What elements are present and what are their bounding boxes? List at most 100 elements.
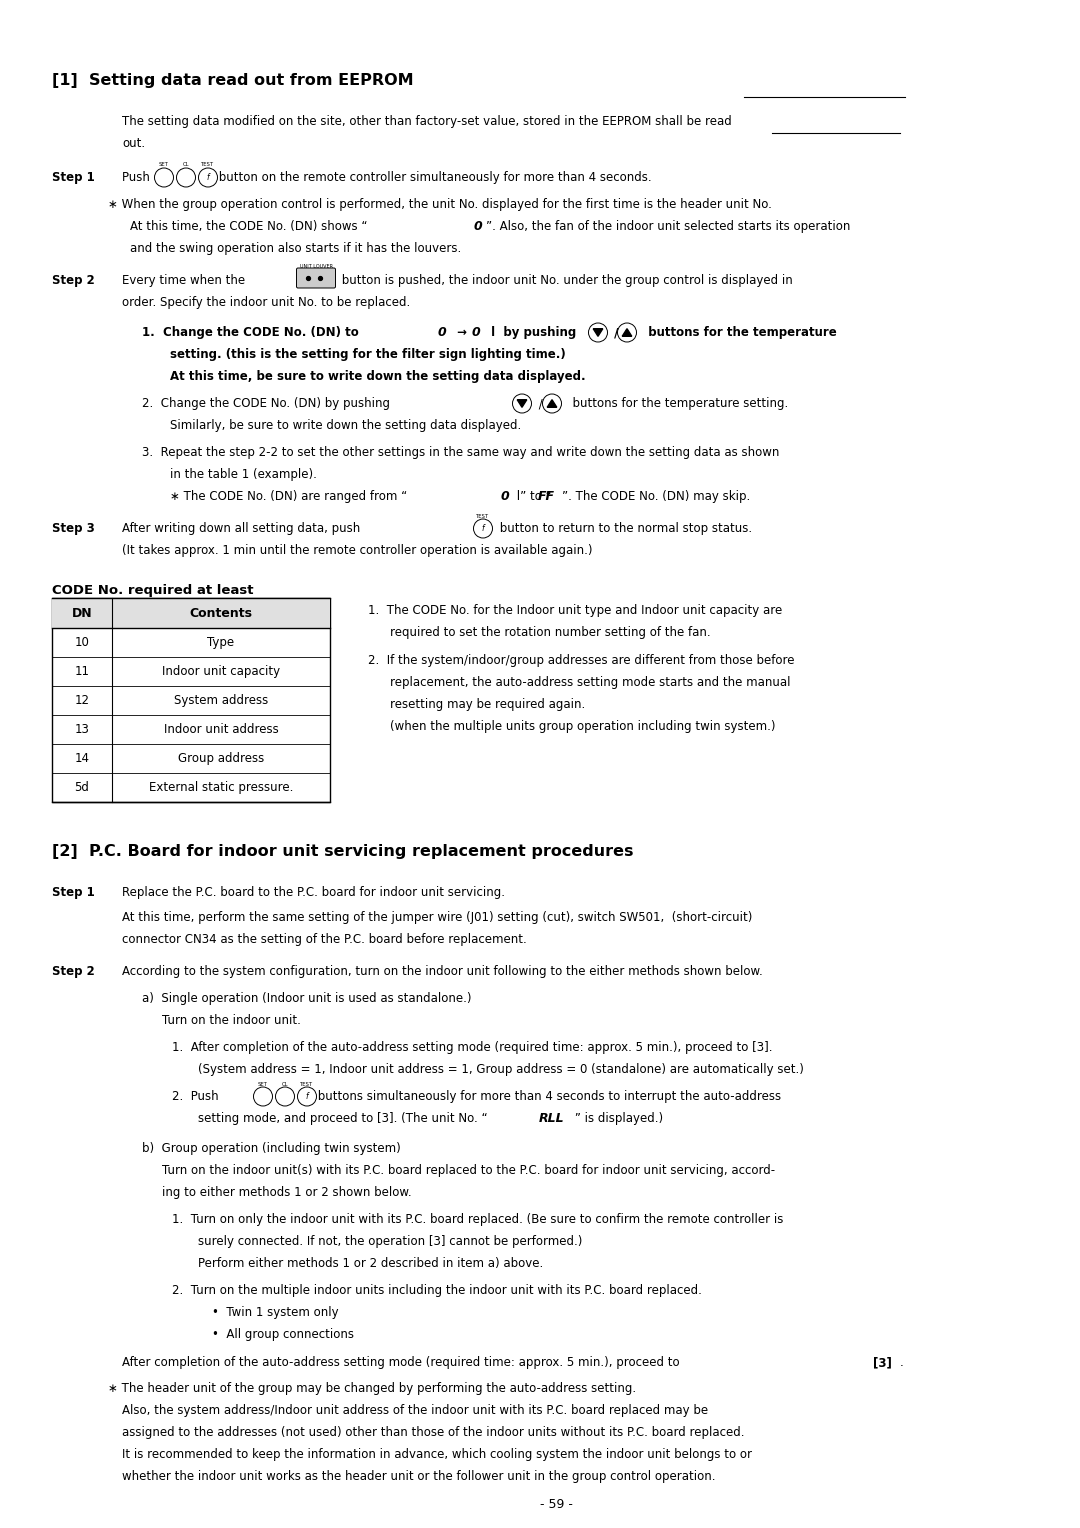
Text: assigned to the addresses (not used) other than those of the indoor units withou: assigned to the addresses (not used) oth… — [122, 1426, 744, 1439]
Text: FF: FF — [538, 490, 555, 503]
Text: 0: 0 — [501, 490, 510, 503]
Text: f: f — [306, 1093, 308, 1102]
Text: l  by pushing: l by pushing — [487, 325, 580, 339]
Text: /: / — [610, 325, 622, 339]
Text: Indoor unit address: Indoor unit address — [164, 723, 279, 736]
Text: DN: DN — [71, 607, 92, 619]
Text: (It takes approx. 1 min until the remote controller operation is available again: (It takes approx. 1 min until the remote… — [122, 544, 593, 558]
Text: Step 2: Step 2 — [52, 966, 95, 978]
Text: 12: 12 — [75, 694, 90, 707]
Text: 1.  Change the CODE No. (DN) to: 1. Change the CODE No. (DN) to — [141, 325, 363, 339]
Text: 0: 0 — [438, 325, 447, 339]
Text: - 59 -: - 59 - — [540, 1497, 572, 1511]
Text: button to return to the normal stop status.: button to return to the normal stop stat… — [496, 523, 752, 535]
Text: At this time, be sure to write down the setting data displayed.: At this time, be sure to write down the … — [170, 370, 585, 384]
Text: TEST: TEST — [476, 513, 489, 518]
Text: Replace the P.C. board to the P.C. board for indoor unit servicing.: Replace the P.C. board to the P.C. board… — [122, 886, 505, 898]
Bar — [52, 597, 330, 628]
Text: Group address: Group address — [178, 752, 265, 766]
Text: whether the indoor unit works as the header unit or the follower unit in the gro: whether the indoor unit works as the hea… — [122, 1470, 715, 1484]
Text: ∗ The header unit of the group may be changed by performing the auto-address set: ∗ The header unit of the group may be ch… — [108, 1381, 636, 1395]
Text: required to set the rotation number setting of the fan.: required to set the rotation number sett… — [390, 626, 711, 639]
Text: 5d: 5d — [75, 781, 90, 795]
Text: ”. The CODE No. (DN) may skip.: ”. The CODE No. (DN) may skip. — [562, 490, 751, 503]
Text: ∗ The CODE No. (DN) are ranged from “: ∗ The CODE No. (DN) are ranged from “ — [170, 490, 407, 503]
Text: connector CN34 as the setting of the P.C. board before replacement.: connector CN34 as the setting of the P.C… — [122, 934, 527, 946]
Text: SET: SET — [159, 162, 168, 168]
Text: 3.  Repeat the step 2-2 to set the other settings in the same way and write down: 3. Repeat the step 2-2 to set the other … — [141, 446, 780, 458]
Text: and the swing operation also starts if it has the louvers.: and the swing operation also starts if i… — [130, 241, 461, 255]
Text: ”. Also, the fan of the indoor unit selected starts its operation: ”. Also, the fan of the indoor unit sele… — [486, 220, 850, 232]
Text: buttons for the temperature: buttons for the temperature — [640, 325, 837, 339]
Text: button on the remote controller simultaneously for more than 4 seconds.: button on the remote controller simultan… — [215, 171, 651, 183]
Polygon shape — [593, 329, 603, 336]
Text: setting mode, and proceed to [3]. (The unit No. “: setting mode, and proceed to [3]. (The u… — [198, 1112, 491, 1125]
Text: b)  Group operation (including twin system): b) Group operation (including twin syste… — [141, 1141, 401, 1155]
Polygon shape — [622, 329, 632, 336]
Text: ” is displayed.): ” is displayed.) — [571, 1112, 663, 1125]
Text: SET: SET — [258, 1082, 268, 1086]
Text: Also, the system address/Indoor unit address of the indoor unit with its P.C. bo: Also, the system address/Indoor unit add… — [122, 1404, 708, 1416]
Text: [1]  Setting data read out from EEPROM: [1] Setting data read out from EEPROM — [52, 73, 414, 89]
Text: /: / — [535, 397, 546, 410]
Text: 2.  If the system/indoor/group addresses are different from those before: 2. If the system/indoor/group addresses … — [368, 654, 795, 668]
Text: in the table 1 (example).: in the table 1 (example). — [170, 468, 316, 481]
Text: resetting may be required again.: resetting may be required again. — [390, 698, 585, 711]
Text: CODE No. required at least: CODE No. required at least — [52, 584, 254, 597]
Text: Every time when the: Every time when the — [122, 274, 248, 287]
Text: buttons for the temperature setting.: buttons for the temperature setting. — [565, 397, 788, 410]
Text: order. Specify the indoor unit No. to be replaced.: order. Specify the indoor unit No. to be… — [122, 296, 410, 309]
Text: 14: 14 — [75, 752, 90, 766]
Text: RLL: RLL — [539, 1112, 565, 1125]
Text: [3]: [3] — [873, 1355, 892, 1369]
Text: 11: 11 — [75, 665, 90, 678]
Text: 0: 0 — [472, 325, 481, 339]
Text: [2]  P.C. Board for indoor unit servicing replacement procedures: [2] P.C. Board for indoor unit servicing… — [52, 843, 634, 859]
Text: Contents: Contents — [189, 607, 253, 619]
Text: After writing down all setting data, push: After writing down all setting data, pus… — [122, 523, 364, 535]
Text: 1.  After completion of the auto-address setting mode (required time: approx. 5 : 1. After completion of the auto-address … — [172, 1041, 772, 1054]
Text: External static pressure.: External static pressure. — [149, 781, 293, 795]
Bar — [52, 597, 330, 802]
Text: 1.  Turn on only the indoor unit with its P.C. board replaced. (Be sure to confi: 1. Turn on only the indoor unit with its… — [172, 1213, 783, 1225]
Text: 10: 10 — [75, 636, 90, 649]
Text: ∗ When the group operation control is performed, the unit No. displayed for the : ∗ When the group operation control is pe… — [108, 199, 772, 211]
Text: UNIT LOUVER: UNIT LOUVER — [299, 263, 333, 269]
Text: •  All group connections: • All group connections — [212, 1328, 354, 1342]
Text: →: → — [453, 325, 471, 339]
Text: (when the multiple units group operation including twin system.): (when the multiple units group operation… — [390, 720, 775, 733]
Polygon shape — [548, 400, 557, 408]
Text: TEST: TEST — [300, 1082, 313, 1086]
Text: Step 1: Step 1 — [52, 171, 95, 183]
Text: replacement, the auto-address setting mode starts and the manual: replacement, the auto-address setting mo… — [390, 675, 791, 689]
Text: 1.  The CODE No. for the Indoor unit type and Indoor unit capacity are: 1. The CODE No. for the Indoor unit type… — [368, 604, 782, 617]
FancyBboxPatch shape — [297, 267, 336, 287]
Text: Indoor unit capacity: Indoor unit capacity — [162, 665, 280, 678]
Text: out.: out. — [122, 138, 145, 150]
Text: a)  Single operation (Indoor unit is used as standalone.): a) Single operation (Indoor unit is used… — [141, 992, 472, 1005]
Text: l” to “: l” to “ — [513, 490, 552, 503]
Text: •  Twin 1 system only: • Twin 1 system only — [212, 1306, 339, 1319]
Text: Turn on the indoor unit.: Turn on the indoor unit. — [162, 1015, 301, 1027]
Text: 2.  Push: 2. Push — [172, 1089, 222, 1103]
Text: Similarly, be sure to write down the setting data displayed.: Similarly, be sure to write down the set… — [170, 419, 522, 432]
Text: 2.  Change the CODE No. (DN) by pushing: 2. Change the CODE No. (DN) by pushing — [141, 397, 394, 410]
Text: 2.  Turn on the multiple indoor units including the indoor unit with its P.C. bo: 2. Turn on the multiple indoor units inc… — [172, 1284, 702, 1297]
Text: (System address = 1, Indoor unit address = 1, Group address = 0 (standalone) are: (System address = 1, Indoor unit address… — [198, 1063, 804, 1076]
Text: f: f — [482, 524, 484, 533]
Text: CL: CL — [183, 162, 189, 168]
Text: Step 3: Step 3 — [52, 523, 95, 535]
Text: ing to either methods 1 or 2 shown below.: ing to either methods 1 or 2 shown below… — [162, 1186, 411, 1199]
Text: System address: System address — [174, 694, 268, 707]
Text: Step 1: Step 1 — [52, 886, 95, 898]
Text: Perform either methods 1 or 2 described in item a) above.: Perform either methods 1 or 2 described … — [198, 1258, 543, 1270]
Text: It is recommended to keep the information in advance, which cooling system the i: It is recommended to keep the informatio… — [122, 1449, 752, 1461]
Text: surely connected. If not, the operation [3] cannot be performed.): surely connected. If not, the operation … — [198, 1235, 582, 1248]
Text: At this time, perform the same setting of the jumper wire (J01) setting (cut), s: At this time, perform the same setting o… — [122, 911, 753, 924]
Text: TEST: TEST — [202, 162, 215, 168]
Text: At this time, the CODE No. (DN) shows “: At this time, the CODE No. (DN) shows “ — [130, 220, 367, 232]
Text: After completion of the auto-address setting mode (required time: approx. 5 min.: After completion of the auto-address set… — [122, 1355, 684, 1369]
Text: The setting data modified on the site, other than factory-set value, stored in t: The setting data modified on the site, o… — [122, 115, 732, 128]
Text: Push: Push — [122, 171, 153, 183]
Text: .: . — [900, 1355, 904, 1369]
